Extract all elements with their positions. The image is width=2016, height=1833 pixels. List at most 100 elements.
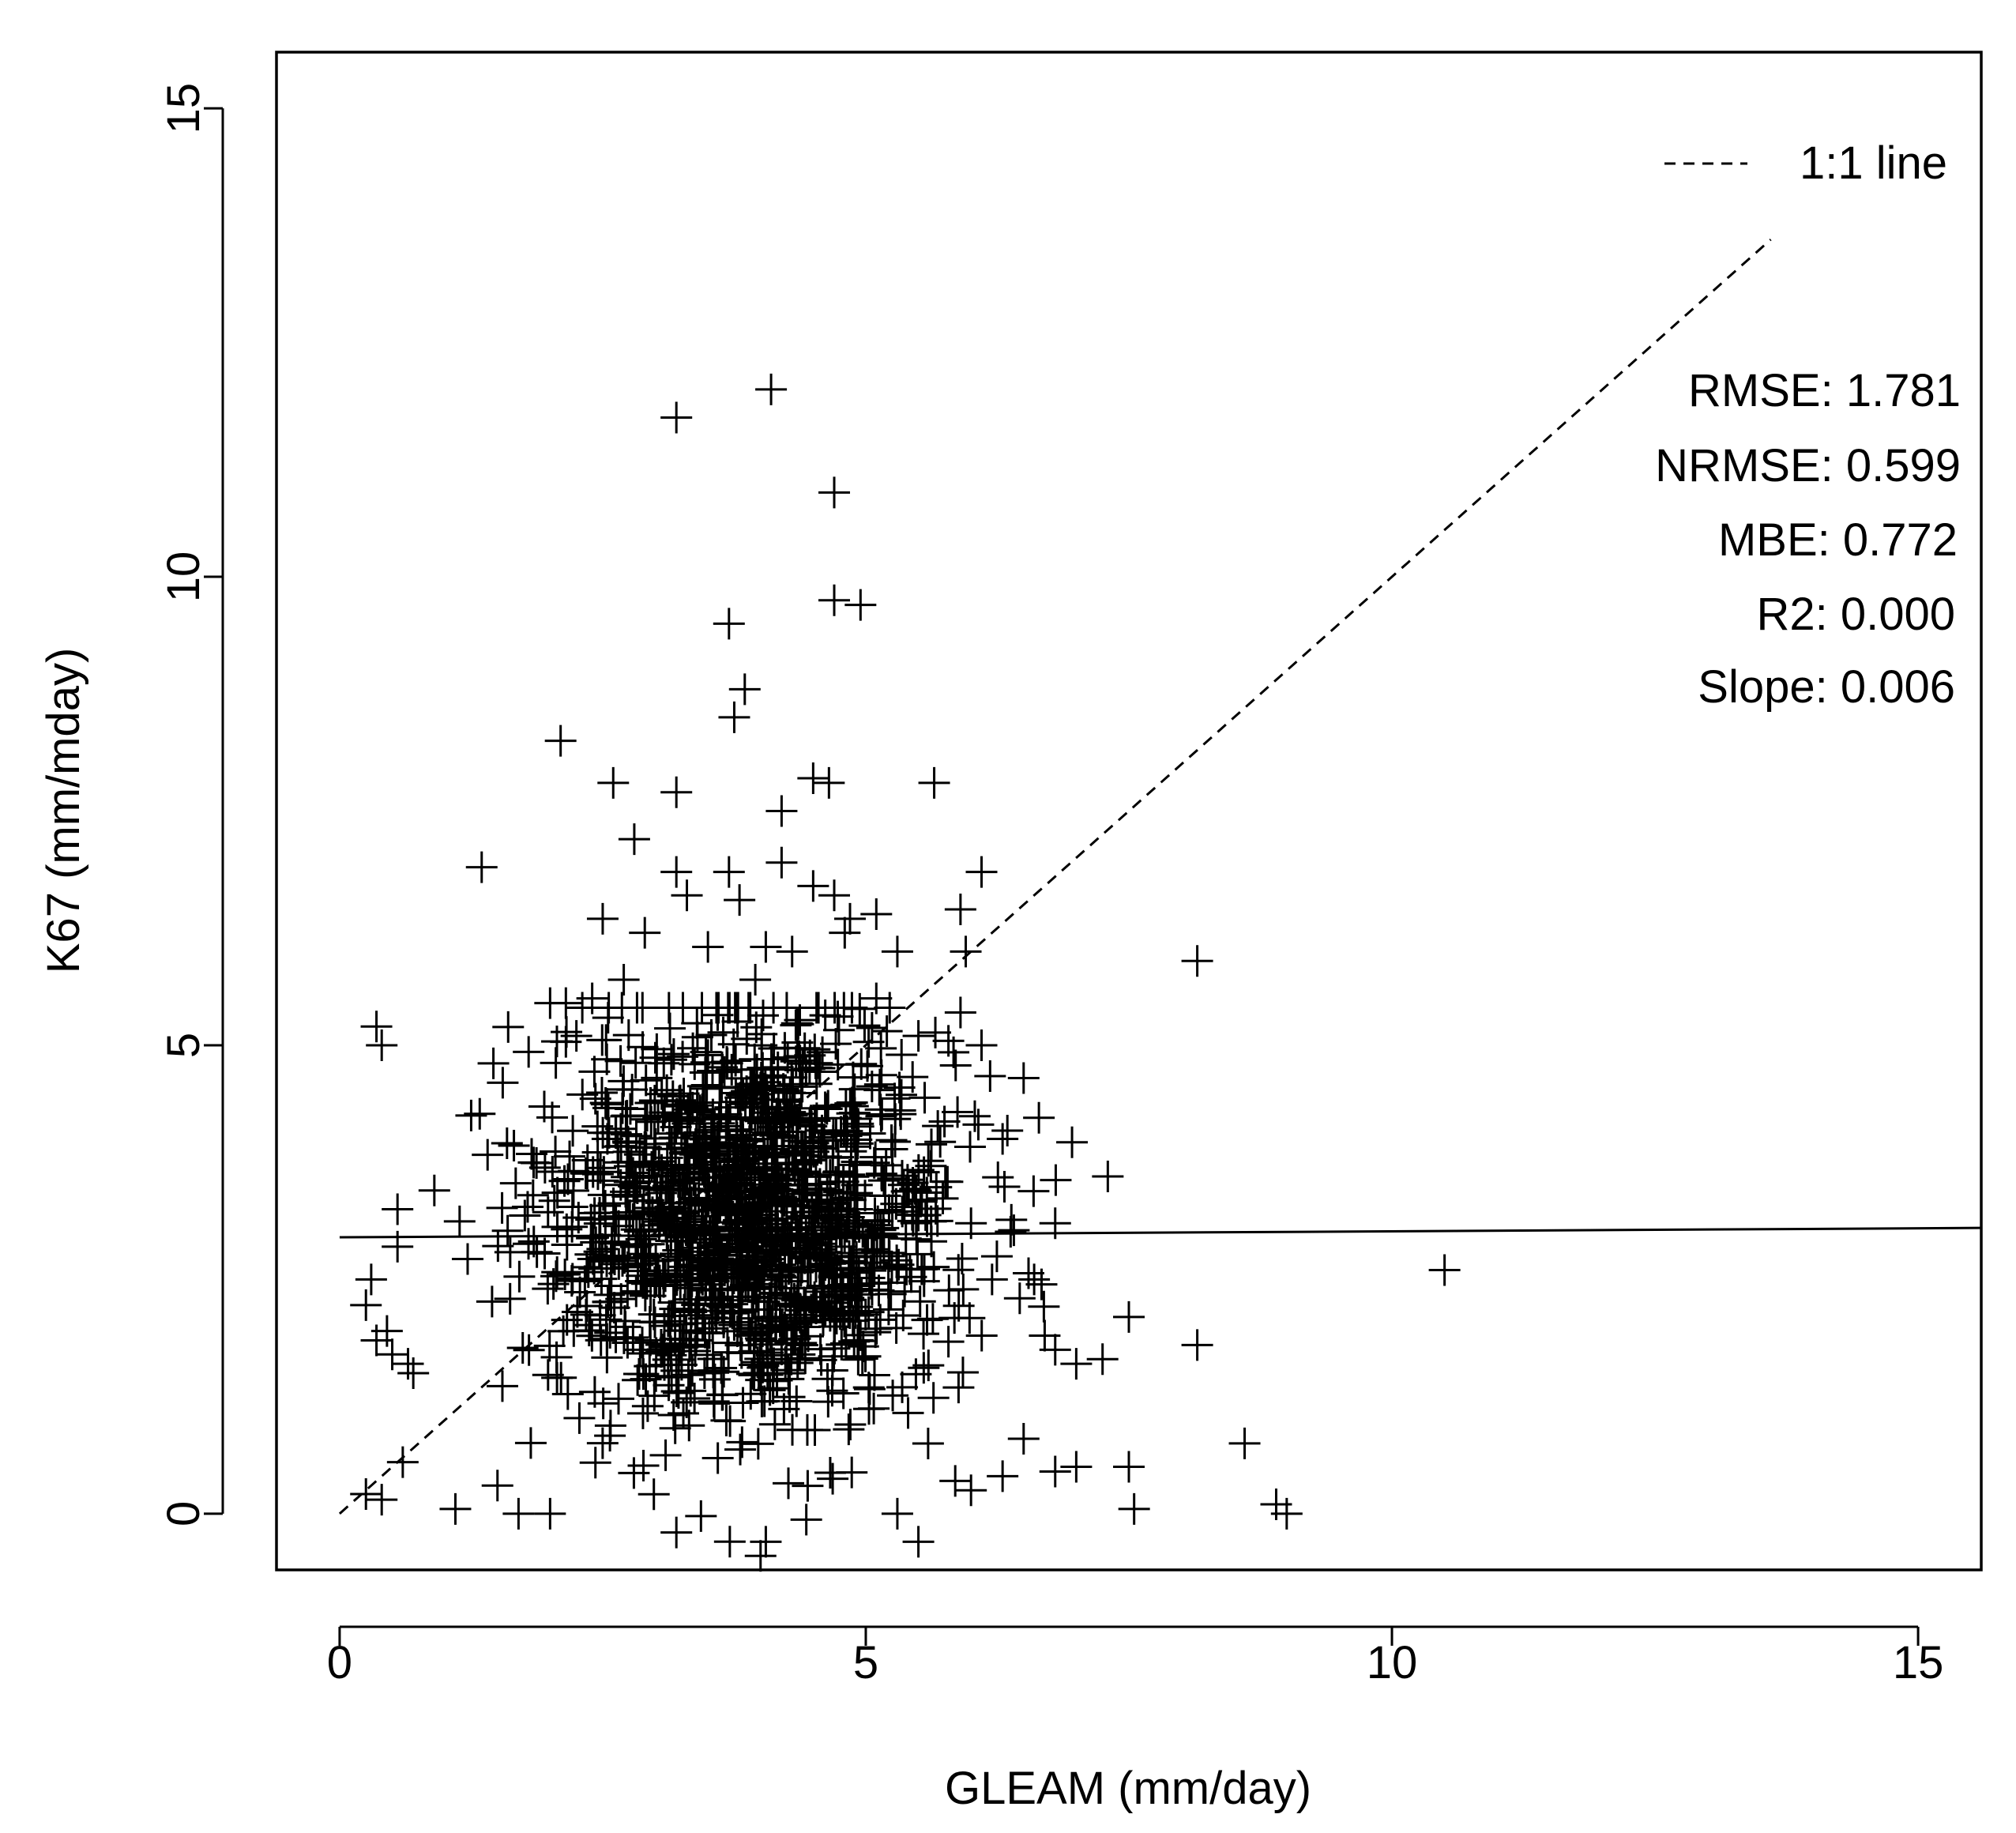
data-point bbox=[636, 1196, 668, 1229]
data-point bbox=[686, 1307, 719, 1339]
data-point bbox=[888, 1191, 920, 1223]
data-point bbox=[660, 1516, 693, 1549]
data-point bbox=[652, 1170, 684, 1203]
data-point bbox=[744, 1540, 777, 1572]
x-tick-label: 15 bbox=[1893, 1637, 1944, 1688]
data-point bbox=[639, 1306, 671, 1338]
data-point bbox=[775, 1289, 807, 1322]
data-point bbox=[754, 1309, 786, 1342]
data-point bbox=[755, 1339, 788, 1372]
data-point bbox=[902, 1020, 935, 1052]
data-point bbox=[928, 1105, 961, 1138]
data-point bbox=[481, 1470, 513, 1502]
data-point bbox=[754, 1374, 786, 1406]
data-point bbox=[653, 992, 685, 1024]
data-point bbox=[681, 1021, 713, 1053]
data-point bbox=[1092, 1160, 1124, 1192]
data-point bbox=[749, 1151, 781, 1184]
data-point bbox=[724, 1433, 757, 1466]
data-point bbox=[811, 1363, 844, 1395]
data-point bbox=[644, 1192, 676, 1225]
data-point bbox=[769, 1312, 801, 1344]
data-point bbox=[594, 1316, 626, 1349]
data-point bbox=[742, 1428, 774, 1460]
stat-nrmse: NRMSE: 0.599 bbox=[1655, 440, 1961, 491]
data-point bbox=[799, 1105, 831, 1137]
data-point bbox=[757, 1372, 789, 1405]
data-point bbox=[908, 1156, 940, 1188]
data-point bbox=[725, 1295, 758, 1327]
data-point bbox=[622, 1364, 654, 1396]
data-point bbox=[703, 1107, 735, 1139]
data-point bbox=[818, 992, 851, 1024]
data-point bbox=[540, 1026, 573, 1058]
data-point bbox=[833, 1282, 865, 1314]
data-point bbox=[687, 1206, 720, 1238]
data-point bbox=[799, 1281, 831, 1313]
data-point bbox=[965, 856, 998, 888]
data-point bbox=[557, 1115, 589, 1147]
data-point bbox=[660, 856, 693, 888]
data-point bbox=[625, 1223, 657, 1255]
data-point bbox=[838, 1073, 871, 1105]
data-point bbox=[834, 1409, 867, 1441]
data-point bbox=[788, 1237, 821, 1270]
data-point bbox=[916, 1128, 948, 1161]
data-point bbox=[701, 1442, 734, 1474]
data-point bbox=[570, 1298, 602, 1331]
data-point bbox=[679, 1383, 711, 1415]
data-point bbox=[638, 1379, 671, 1412]
data-point bbox=[626, 1031, 659, 1063]
data-point bbox=[790, 1504, 822, 1536]
data-point bbox=[706, 1379, 739, 1411]
data-point bbox=[784, 1054, 816, 1086]
data-point bbox=[587, 1387, 619, 1420]
data-point bbox=[750, 931, 782, 963]
data-point bbox=[494, 1236, 526, 1268]
data-point bbox=[870, 1149, 902, 1181]
data-point bbox=[671, 879, 703, 912]
data-point bbox=[816, 1251, 848, 1284]
stat-r2: R2: 0.000 bbox=[1756, 589, 1955, 640]
data-point bbox=[592, 1002, 624, 1034]
data-point bbox=[784, 1206, 816, 1239]
data-point bbox=[927, 1182, 959, 1214]
data-point bbox=[797, 870, 829, 902]
x-tick-label: 10 bbox=[1367, 1637, 1418, 1688]
data-point bbox=[932, 1025, 965, 1057]
data-point bbox=[604, 1044, 637, 1077]
data-point bbox=[558, 1315, 590, 1347]
data-point bbox=[695, 1018, 728, 1051]
data-point bbox=[825, 1116, 857, 1148]
data-point bbox=[1181, 945, 1213, 977]
data-point bbox=[902, 1526, 935, 1558]
data-point bbox=[686, 1093, 719, 1125]
data-point bbox=[541, 1210, 574, 1243]
data-point bbox=[360, 1011, 393, 1043]
fit-line-layer bbox=[339, 1226, 1982, 1239]
data-point bbox=[908, 1082, 941, 1114]
data-point bbox=[696, 1121, 728, 1154]
data-point bbox=[1028, 1290, 1060, 1323]
data-point bbox=[1270, 1497, 1303, 1530]
data-point bbox=[876, 1133, 908, 1165]
data-point bbox=[576, 982, 608, 1014]
data-point bbox=[720, 1175, 753, 1207]
data-point bbox=[1003, 1282, 1036, 1315]
data-point bbox=[800, 1102, 833, 1135]
data-point bbox=[739, 1349, 771, 1381]
data-point bbox=[955, 1207, 987, 1240]
data-point bbox=[555, 1265, 588, 1297]
data-point bbox=[1228, 1427, 1261, 1459]
data-point bbox=[536, 1101, 569, 1134]
data-point bbox=[537, 1268, 570, 1300]
data-point bbox=[1113, 1451, 1145, 1483]
data-point bbox=[726, 1426, 758, 1458]
data-point bbox=[887, 1299, 920, 1331]
data-point bbox=[777, 1323, 810, 1356]
data-point bbox=[554, 1140, 586, 1172]
data-point bbox=[858, 1359, 890, 1391]
data-point bbox=[938, 1302, 971, 1334]
data-point bbox=[684, 1096, 717, 1128]
data-point bbox=[862, 1205, 894, 1237]
